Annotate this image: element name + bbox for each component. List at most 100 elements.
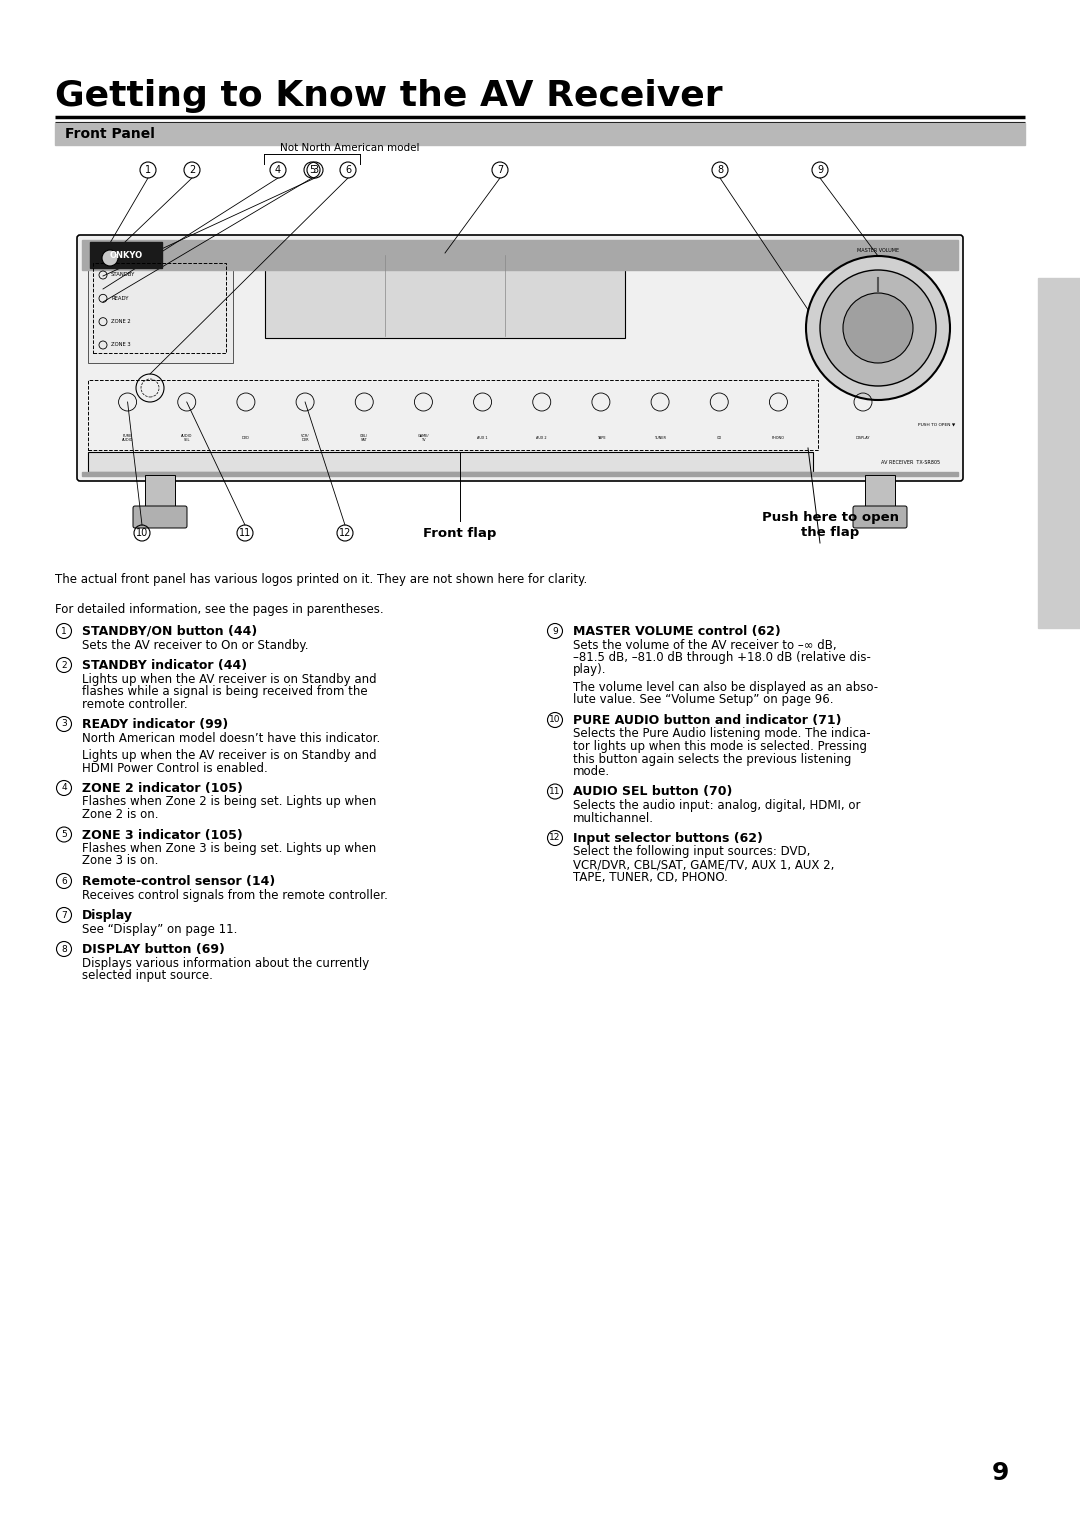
- Text: STANDBY/ON button (44): STANDBY/ON button (44): [82, 625, 257, 639]
- Bar: [87, 380, 818, 451]
- Bar: [87, 254, 233, 364]
- Text: See “Display” on page 11.: See “Display” on page 11.: [82, 923, 238, 935]
- Bar: [90, 241, 162, 267]
- Text: 7: 7: [497, 165, 503, 176]
- Text: 6: 6: [62, 877, 67, 886]
- Text: tor lights up when this mode is selected. Pressing: tor lights up when this mode is selected…: [573, 740, 867, 753]
- Text: 8: 8: [62, 944, 67, 953]
- Text: ZONE 3: ZONE 3: [111, 342, 131, 347]
- Text: The actual front panel has various logos printed on it. They are not shown here : The actual front panel has various logos…: [55, 573, 588, 587]
- Text: 6: 6: [345, 165, 351, 176]
- Text: ONKYO: ONKYO: [109, 251, 143, 260]
- Text: TUNER: TUNER: [654, 435, 666, 440]
- Bar: [145, 475, 175, 510]
- Text: Receives control signals from the remote controller.: Receives control signals from the remote…: [82, 888, 388, 902]
- Text: mode.: mode.: [573, 766, 610, 778]
- Text: flashes while a signal is being received from the: flashes while a signal is being received…: [82, 685, 367, 698]
- FancyBboxPatch shape: [853, 506, 907, 529]
- Text: 3: 3: [312, 165, 319, 176]
- Circle shape: [102, 251, 118, 266]
- Text: 8: 8: [717, 165, 724, 176]
- Text: Zone 3 is on.: Zone 3 is on.: [82, 854, 159, 868]
- Text: Zone 2 is on.: Zone 2 is on.: [82, 808, 159, 821]
- Text: North American model doesn’t have this indicator.: North American model doesn’t have this i…: [82, 732, 380, 744]
- Text: PURE
AUDIO: PURE AUDIO: [122, 434, 133, 442]
- Text: 5: 5: [62, 830, 67, 839]
- Text: STANDBY: STANDBY: [111, 272, 135, 278]
- Bar: [55, 122, 1025, 145]
- Text: AUDIO
SEL: AUDIO SEL: [181, 434, 192, 442]
- Text: DISPLAY button (69): DISPLAY button (69): [82, 943, 225, 957]
- Text: STANDBY indicator (44): STANDBY indicator (44): [82, 659, 247, 672]
- Text: Lights up when the AV receiver is on Standby and: Lights up when the AV receiver is on Sta…: [82, 749, 377, 762]
- Text: 1: 1: [62, 626, 67, 636]
- Text: 10: 10: [136, 529, 148, 538]
- Circle shape: [806, 257, 950, 400]
- Text: remote controller.: remote controller.: [82, 697, 188, 711]
- Text: lute value. See “Volume Setup” on page 96.: lute value. See “Volume Setup” on page 9…: [573, 694, 834, 706]
- Text: 10: 10: [550, 715, 561, 724]
- FancyBboxPatch shape: [133, 506, 187, 529]
- Text: PUSH TO OPEN ▼: PUSH TO OPEN ▼: [918, 423, 955, 426]
- Text: 9: 9: [552, 626, 558, 636]
- Text: 9: 9: [816, 165, 823, 176]
- Text: 2: 2: [189, 165, 195, 176]
- Bar: [265, 254, 625, 338]
- FancyBboxPatch shape: [77, 235, 963, 481]
- Text: Not North American model: Not North American model: [280, 144, 419, 153]
- Text: PURE AUDIO button and indicator (71): PURE AUDIO button and indicator (71): [573, 714, 841, 727]
- Text: 4: 4: [62, 784, 67, 793]
- Text: AV RECEIVER  TX-SR805: AV RECEIVER TX-SR805: [881, 460, 940, 466]
- Text: AUX 2: AUX 2: [537, 435, 548, 440]
- Text: Display: Display: [82, 909, 133, 921]
- Text: READY indicator (99): READY indicator (99): [82, 718, 228, 730]
- Text: The volume level can also be displayed as an abso-: The volume level can also be displayed a…: [573, 681, 878, 694]
- Text: Input selector buttons (62): Input selector buttons (62): [573, 833, 762, 845]
- Bar: [82, 472, 958, 477]
- Text: multichannel.: multichannel.: [573, 811, 654, 825]
- Text: AUX 1: AUX 1: [477, 435, 488, 440]
- Text: Sets the AV receiver to On or Standby.: Sets the AV receiver to On or Standby.: [82, 639, 309, 651]
- Text: 2: 2: [62, 660, 67, 669]
- Text: 11: 11: [550, 787, 561, 796]
- Text: TAPE, TUNER, CD, PHONO.: TAPE, TUNER, CD, PHONO.: [573, 871, 728, 883]
- Text: Getting to Know the AV Receiver: Getting to Know the AV Receiver: [55, 79, 723, 113]
- Text: 12: 12: [339, 529, 351, 538]
- Text: Push here to open
the flap: Push here to open the flap: [761, 510, 899, 539]
- Text: DVD: DVD: [242, 435, 249, 440]
- Text: AUDIO SEL button (70): AUDIO SEL button (70): [573, 785, 732, 799]
- Text: Lights up when the AV receiver is on Standby and: Lights up when the AV receiver is on Sta…: [82, 672, 377, 686]
- Text: 5: 5: [309, 165, 315, 176]
- Text: Select the following input sources: DVD,: Select the following input sources: DVD,: [573, 845, 810, 859]
- Text: Front Panel: Front Panel: [65, 127, 154, 141]
- Text: 1: 1: [145, 165, 151, 176]
- Text: Flashes when Zone 2 is being set. Lights up when: Flashes when Zone 2 is being set. Lights…: [82, 796, 376, 808]
- Text: For detailed information, see the pages in parentheses.: For detailed information, see the pages …: [55, 604, 383, 616]
- Bar: [87, 452, 813, 472]
- Text: MASTER VOLUME control (62): MASTER VOLUME control (62): [573, 625, 781, 639]
- Text: Selects the audio input: analog, digital, HDMI, or: Selects the audio input: analog, digital…: [573, 799, 861, 811]
- Text: PHONO: PHONO: [772, 435, 785, 440]
- Text: Front flap: Front flap: [423, 527, 497, 539]
- Text: READY: READY: [111, 296, 129, 301]
- Bar: [82, 240, 958, 270]
- Text: TAPE: TAPE: [596, 435, 605, 440]
- Text: this button again selects the previous listening: this button again selects the previous l…: [573, 752, 851, 766]
- Text: DISPLAY: DISPLAY: [855, 435, 870, 440]
- Text: HDMI Power Control is enabled.: HDMI Power Control is enabled.: [82, 761, 268, 775]
- Text: 11: 11: [239, 529, 252, 538]
- Text: ZONE 3 indicator (105): ZONE 3 indicator (105): [82, 828, 243, 842]
- Text: 3: 3: [62, 720, 67, 729]
- Text: CBL/
SAT: CBL/ SAT: [361, 434, 368, 442]
- Text: play).: play).: [573, 663, 607, 677]
- Text: CD: CD: [717, 435, 721, 440]
- Bar: [1038, 278, 1080, 628]
- Text: VCR/DVR, CBL/SAT, GAME/TV, AUX 1, AUX 2,: VCR/DVR, CBL/SAT, GAME/TV, AUX 1, AUX 2,: [573, 859, 835, 871]
- Text: 7: 7: [62, 911, 67, 920]
- Text: ZONE 2: ZONE 2: [111, 319, 131, 324]
- Text: Flashes when Zone 3 is being set. Lights up when: Flashes when Zone 3 is being set. Lights…: [82, 842, 376, 856]
- Text: MASTER VOLUME: MASTER VOLUME: [856, 248, 899, 252]
- Text: Displays various information about the currently: Displays various information about the c…: [82, 957, 369, 969]
- Circle shape: [843, 293, 913, 364]
- Text: VCR/
DVR: VCR/ DVR: [301, 434, 309, 442]
